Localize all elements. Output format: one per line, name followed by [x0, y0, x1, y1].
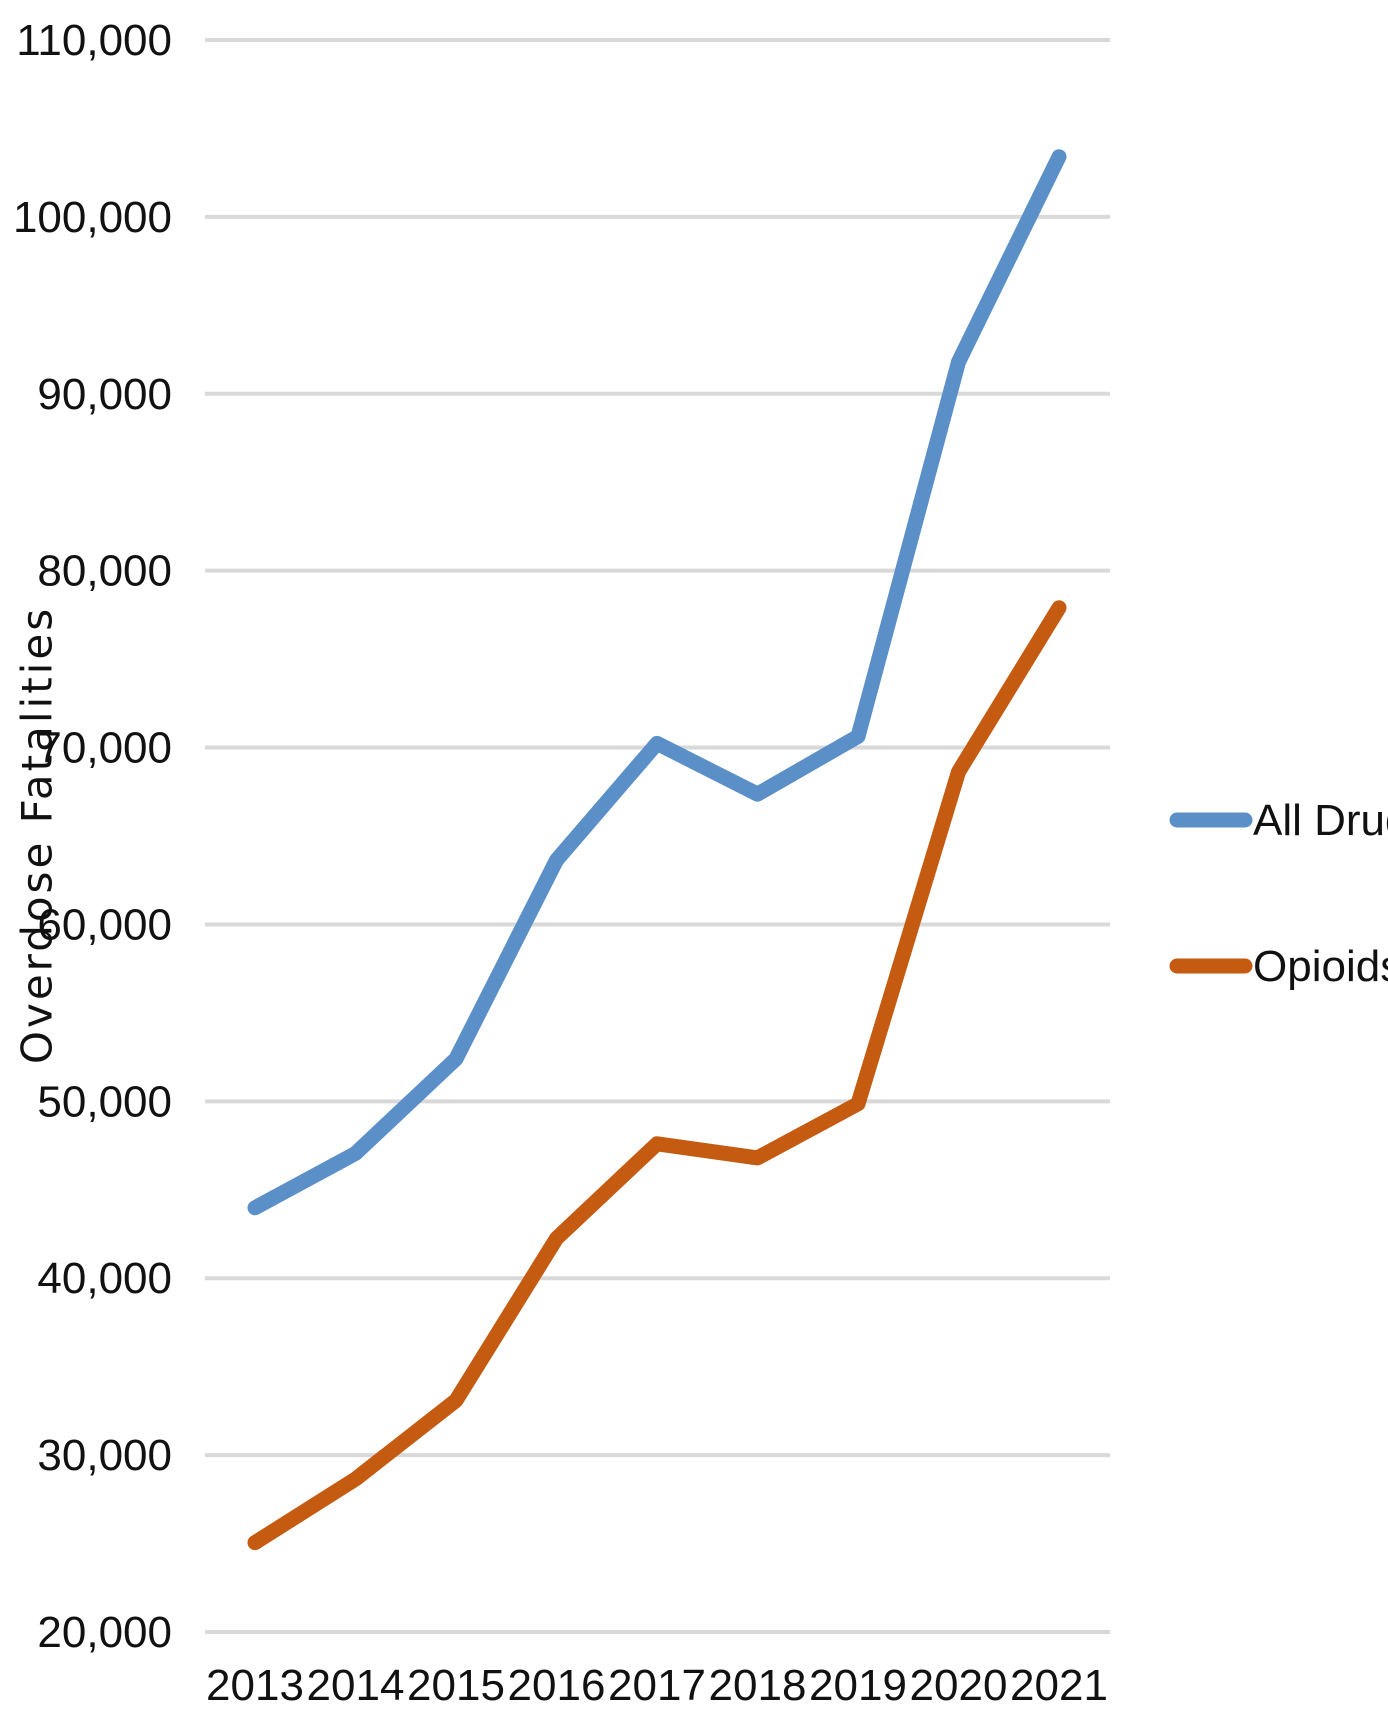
data-point-all-drugs: [1058, 155, 1060, 158]
legend-label-all-drugs: All Drugs: [1253, 796, 1388, 845]
data-point-all-drugs: [555, 859, 558, 862]
x-tick-label: 2020: [910, 1661, 1008, 1710]
y-tick-label: 100,000: [13, 193, 172, 242]
x-tick-label: 2021: [1010, 1661, 1108, 1710]
data-point-opioids: [555, 1237, 558, 1240]
x-tick-label: 2019: [809, 1661, 907, 1710]
y-tick-label: 40,000: [37, 1254, 172, 1303]
gridlines: [205, 38, 1110, 1634]
x-tick-label: 2016: [508, 1661, 606, 1710]
x-tick-label: 2015: [407, 1661, 505, 1710]
data-point-opioids: [857, 1102, 859, 1105]
data-point-all-drugs: [354, 1152, 357, 1155]
y-axis-label: Overdose Fatalities: [13, 606, 62, 1064]
data-point-opioids: [455, 1399, 457, 1402]
data-point-all-drugs: [656, 742, 658, 745]
data-point-opioids: [656, 1142, 658, 1145]
data-point-all-drugs: [857, 735, 859, 738]
x-tick-label: 2018: [709, 1661, 807, 1710]
data-point-all-drugs: [254, 1206, 256, 1209]
y-tick-label: 60,000: [37, 900, 172, 949]
legend-label-opioids: Opioids: [1253, 942, 1388, 991]
y-tick-label: 80,000: [37, 547, 172, 596]
data-point-opioids: [1058, 606, 1060, 609]
legend: All Drugs Opioids: [1169, 796, 1388, 991]
x-tick-label: 2014: [307, 1661, 405, 1710]
series-lines: [247, 149, 1067, 1551]
data-point-all-drugs: [957, 360, 960, 363]
y-axis-ticks: 20,000 30,000 40,000 50,000 60,000 70,000 80,0…: [13, 16, 172, 1657]
y-tick-label: 30,000: [37, 1431, 172, 1480]
x-tick-label: 2013: [206, 1661, 304, 1710]
y-tick-label: 110,000: [16, 16, 172, 65]
y-tick-label: 90,000: [37, 370, 172, 419]
data-point-opioids: [957, 770, 960, 773]
data-point-opioids: [354, 1478, 357, 1481]
data-point-all-drugs: [455, 1057, 457, 1060]
data-point-opioids: [254, 1541, 256, 1544]
x-tick-label: 2017: [608, 1661, 706, 1710]
y-tick-label: 20,000: [37, 1608, 172, 1657]
y-tick-label: 50,000: [37, 1077, 172, 1126]
data-point-opioids: [756, 1156, 759, 1159]
x-axis-ticks: 2013 2014 2015 2016 2017 2018 2019 2020 2021: [206, 1661, 1108, 1710]
data-point-all-drugs: [756, 793, 759, 796]
series-line-all-drugs: [247, 149, 1067, 1216]
y-tick-label: 70,000: [37, 724, 172, 773]
